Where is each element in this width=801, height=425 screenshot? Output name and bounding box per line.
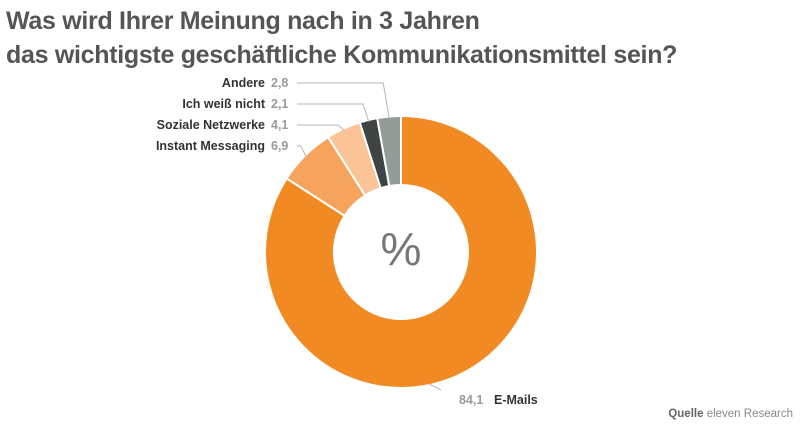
source-value: eleven Research <box>706 408 793 420</box>
label-instant-messaging: Instant Messaging <box>156 139 265 153</box>
leader-andere <box>297 82 390 119</box>
slice-e-mails <box>264 114 539 389</box>
label-ich-weiss-nicht: Ich weiß nicht <box>182 97 265 111</box>
label-andere: Andere <box>222 76 265 90</box>
value-ich-weiss-nicht: 2,1 <box>271 97 288 111</box>
source-label: Quelle <box>668 408 704 420</box>
leader-e-mails <box>428 383 442 391</box>
leader-instant-messaging <box>297 145 307 158</box>
center-percent-label: % <box>381 223 422 275</box>
label-e-mails: E-Mails <box>494 393 538 407</box>
slice-labels: Andere 2,8 Ich weiß nicht 2,1 Soziale Netzwe… <box>156 76 538 407</box>
source-note: Quelle eleven Research <box>668 408 793 420</box>
value-instant-messaging: 6,9 <box>271 139 288 153</box>
label-soziale-netzwerke: Soziale Netzwerke <box>157 118 265 132</box>
leader-soziale-netzwerke <box>297 124 345 131</box>
slice-andere <box>376 114 402 188</box>
value-e-mails: 84,1 <box>459 393 483 407</box>
chart-title-line-2: das wichtigste geschäftliche Kommunikati… <box>6 41 678 69</box>
value-soziale-netzwerke: 4,1 <box>271 118 288 132</box>
value-andere: 2,8 <box>271 76 288 90</box>
chart-title-line-1: Was wird Ihrer Meinung nach in 3 Jahren <box>6 7 480 35</box>
chart-title: Was wird Ihrer Meinung nach in 3 Jahren … <box>6 4 677 72</box>
leader-ich-weiss-nicht <box>297 103 370 123</box>
leader-lines <box>297 82 442 391</box>
